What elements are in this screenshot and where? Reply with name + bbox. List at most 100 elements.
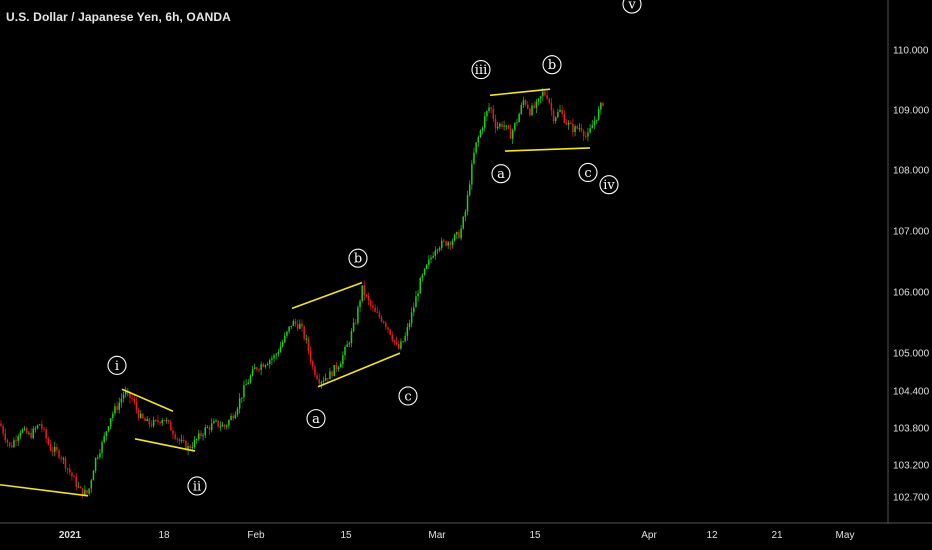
- candle-body: [312, 361, 314, 367]
- wave-label[interactable]: b: [542, 55, 562, 75]
- candle-body: [38, 424, 41, 426]
- candle-body: [404, 335, 406, 342]
- candle-body: [294, 321, 297, 324]
- candle-body: [398, 343, 400, 349]
- candle-body: [391, 334, 394, 341]
- candle-body: [542, 91, 544, 97]
- wave-label-circle: [398, 386, 418, 406]
- candle-body: [299, 323, 301, 329]
- trendline[interactable]: [489, 88, 551, 97]
- wave-label[interactable]: c: [578, 162, 598, 183]
- wave-label[interactable]: ii: [187, 476, 207, 496]
- candle-body: [251, 369, 254, 376]
- wave-label[interactable]: a: [306, 409, 326, 429]
- candle-body: [561, 110, 563, 114]
- candle-body: [79, 486, 82, 489]
- candle-body: [195, 439, 198, 441]
- trendline[interactable]: [317, 352, 401, 388]
- wave-label-circle: [491, 164, 511, 184]
- wave-label-text: iv: [603, 178, 615, 193]
- candle-body: [479, 130, 482, 138]
- candle-body: [301, 323, 303, 327]
- candle-body: [36, 425, 39, 429]
- candle-body: [337, 367, 340, 370]
- wave-label[interactable]: a: [491, 164, 511, 184]
- candle-body: [501, 123, 503, 127]
- candle-body: [183, 439, 185, 441]
- candle-body: [223, 424, 226, 427]
- candle-body: [539, 96, 542, 99]
- x-tick-label: May: [836, 530, 855, 541]
- chart-title: U.S. Dollar / Japanese Yen, 6h, OANDA: [6, 10, 231, 24]
- x-tick-label: 18: [158, 530, 170, 541]
- candle-body: [258, 369, 260, 371]
- candle-body: [161, 420, 163, 424]
- candle-body: [30, 432, 32, 439]
- candle-body: [602, 103, 604, 106]
- wave-label[interactable]: iii: [471, 60, 491, 80]
- candle-body: [593, 120, 596, 126]
- candle-body: [137, 409, 140, 419]
- candle-body: [567, 122, 570, 125]
- candle-body: [385, 322, 387, 328]
- candle-body: [421, 274, 424, 278]
- wave-label-circle: [471, 60, 491, 80]
- wave-label[interactable]: c: [398, 386, 418, 406]
- x-tick-label: 21: [771, 530, 783, 541]
- candle-body: [11, 445, 13, 448]
- candle-body: [107, 426, 110, 432]
- candle-body: [174, 434, 176, 439]
- candle-body: [376, 311, 378, 313]
- candle-body: [101, 442, 103, 454]
- candle-body: [45, 429, 47, 439]
- candle-body: [124, 391, 127, 395]
- candle-body: [109, 418, 112, 427]
- candle-body: [342, 355, 344, 365]
- trendline[interactable]: [134, 438, 196, 452]
- wave-label-circle: [542, 55, 562, 75]
- x-tick-label: 12: [706, 530, 718, 541]
- y-tick-label: 109.000: [893, 106, 930, 117]
- trendline[interactable]: [504, 147, 591, 152]
- candle-body: [335, 365, 338, 370]
- candle-body: [296, 323, 299, 329]
- candle-body: [400, 341, 402, 349]
- wave-label[interactable]: i: [107, 355, 127, 375]
- candle-body: [243, 385, 245, 398]
- candle-body: [262, 364, 265, 367]
- trendline[interactable]: [0, 483, 89, 497]
- candle-body: [176, 438, 179, 440]
- candle-body: [77, 486, 80, 488]
- candle-body: [286, 331, 288, 336]
- candle-body: [393, 340, 396, 342]
- candle-body: [387, 327, 389, 330]
- trendline[interactable]: [291, 281, 363, 310]
- candle-body: [574, 126, 576, 133]
- candle-body: [34, 428, 37, 430]
- wave-label[interactable]: iv: [599, 175, 619, 195]
- candle-body: [352, 322, 355, 332]
- candle-body: [157, 420, 159, 422]
- candle-body: [522, 100, 525, 105]
- y-axis-ticks: 110.000 109.000 108.000 107.000 106.000 105.0…: [893, 46, 930, 504]
- candle-body: [4, 433, 7, 441]
- candle-body: [516, 122, 518, 124]
- candle-body: [120, 398, 123, 403]
- candle-body: [471, 163, 473, 185]
- candle-body: [269, 360, 271, 365]
- wave-label[interactable]: v: [622, 0, 642, 14]
- candle-body: [488, 107, 490, 112]
- wave-label[interactable]: b: [348, 248, 368, 268]
- candle-body: [62, 458, 65, 460]
- candle-body: [496, 126, 499, 129]
- y-tick-label: 104.400: [893, 387, 930, 398]
- candle-body: [565, 122, 568, 125]
- candle-body: [167, 420, 170, 422]
- y-tick-label: 103.200: [893, 461, 930, 472]
- trendline[interactable]: [121, 388, 174, 413]
- candle-body: [206, 427, 209, 429]
- candle-body: [234, 414, 237, 419]
- candle-body: [576, 126, 578, 129]
- candle-body: [475, 142, 477, 153]
